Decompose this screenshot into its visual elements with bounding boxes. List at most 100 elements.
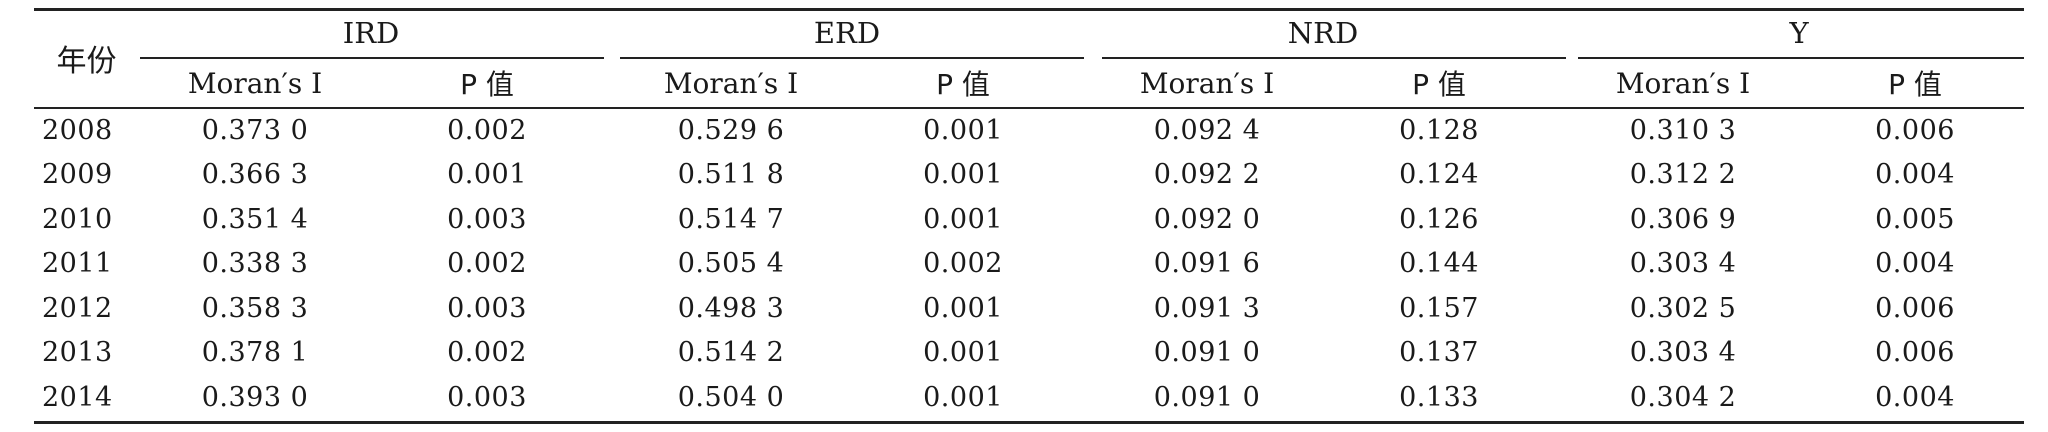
column-gap: [603, 375, 615, 420]
nrd-p-cell: 0.157: [1399, 292, 1479, 324]
table-bottom-rule: [34, 421, 2024, 424]
erd-moran-cell: 0.514 7: [677, 203, 785, 235]
y-moran-cell: 0.310 3: [1629, 114, 1737, 146]
column-gap: [603, 242, 615, 287]
y-moran-cell: 0.304 2: [1629, 381, 1737, 413]
erd-p-cell: 0.001: [923, 381, 1003, 413]
ird-p-cell: 0.002: [447, 248, 527, 280]
erd-p-cell: 0.001: [923, 337, 1003, 369]
moran-table: 年份 IRD ERD NRD Y Moran′s I P 值 Moran′s I…: [34, 8, 2031, 420]
erd-p-cell: 0.001: [923, 292, 1003, 324]
year-cell: 2010: [42, 203, 113, 235]
group-header-ird: IRD: [342, 16, 400, 50]
subheader-moran: Moran′s I: [1139, 66, 1275, 100]
ird-p-cell: 0.002: [447, 114, 527, 146]
y-moran-cell: 0.312 2: [1629, 159, 1737, 191]
column-gap: [1555, 153, 1567, 198]
column-gap: [1555, 375, 1567, 420]
ird-moran-cell: 0.358 3: [201, 292, 309, 324]
year-cell: 2009: [42, 159, 113, 191]
column-gap: [1079, 331, 1091, 376]
column-gap: [1555, 331, 1567, 376]
ird-p-cell: 0.003: [447, 292, 527, 324]
ird-moran-cell: 0.378 1: [201, 337, 309, 369]
erd-moran-cell: 0.504 0: [677, 381, 785, 413]
erd-moran-cell: 0.505 4: [677, 248, 785, 280]
group-rule-nrd: [1102, 57, 1566, 59]
table-row: 2009 0.366 3 0.001 0.511 8 0.001 0.092 2 0.124…: [34, 153, 2031, 198]
column-gap: [1555, 242, 1567, 287]
y-moran-cell: 0.303 4: [1629, 248, 1737, 280]
subheader-p-value: P 值: [936, 68, 990, 101]
subheader-moran: Moran′s I: [1615, 66, 1751, 100]
column-gap: [603, 108, 615, 153]
table-row: 2014 0.393 0 0.003 0.504 0 0.001 0.091 0 0.133…: [34, 375, 2031, 420]
column-gap: [1555, 197, 1567, 242]
nrd-moran-cell: 0.091 3: [1153, 292, 1261, 324]
nrd-p-cell: 0.133: [1399, 381, 1479, 413]
column-gap: [1079, 286, 1091, 331]
year-cell: 2012: [42, 292, 113, 324]
ird-moran-cell: 0.338 3: [201, 248, 309, 280]
year-column-header: 年份: [56, 44, 117, 79]
ird-p-cell: 0.003: [447, 203, 527, 235]
erd-moran-cell: 0.514 2: [677, 337, 785, 369]
table-row: 2011 0.338 3 0.002 0.505 4 0.002 0.091 6 0.144…: [34, 242, 2031, 287]
y-p-cell: 0.004: [1875, 248, 1955, 280]
nrd-moran-cell: 0.091 0: [1153, 337, 1261, 369]
table-row: 2010 0.351 4 0.003 0.514 7 0.001 0.092 0 0.126…: [34, 197, 2031, 242]
nrd-moran-cell: 0.091 6: [1153, 248, 1261, 280]
year-cell: 2008: [42, 114, 113, 146]
erd-p-cell: 0.002: [923, 248, 1003, 280]
y-moran-cell: 0.303 4: [1629, 337, 1737, 369]
column-gap: [1555, 108, 1567, 153]
subheader-moran: Moran′s I: [187, 66, 323, 100]
y-moran-cell: 0.306 9: [1629, 203, 1737, 235]
sub-header-row: Moran′s I P 值 Moran′s I P 值 Moran′s I P …: [34, 58, 2031, 108]
column-gap: [1079, 197, 1091, 242]
ird-moran-cell: 0.366 3: [201, 159, 309, 191]
column-gap: [603, 153, 615, 198]
y-p-cell: 0.006: [1875, 337, 1955, 369]
group-rule-ird: [140, 57, 604, 59]
nrd-p-cell: 0.124: [1399, 159, 1479, 191]
subheader-p-value: P 值: [1412, 68, 1466, 101]
nrd-p-cell: 0.128: [1399, 114, 1479, 146]
nrd-moran-cell: 0.091 0: [1153, 381, 1261, 413]
table-body: 2008 0.373 0 0.002 0.529 6 0.001 0.092 4 0.128…: [34, 108, 2031, 420]
erd-moran-cell: 0.529 6: [677, 114, 785, 146]
y-p-cell: 0.004: [1875, 381, 1955, 413]
nrd-moran-cell: 0.092 4: [1153, 114, 1261, 146]
column-gap: [1555, 286, 1567, 331]
subheader-p-value: P 值: [1888, 68, 1942, 101]
ird-moran-cell: 0.373 0: [201, 114, 309, 146]
year-cell: 2013: [42, 337, 113, 369]
erd-p-cell: 0.001: [923, 159, 1003, 191]
column-gap: [1079, 242, 1091, 287]
column-gap: [1079, 375, 1091, 420]
group-rule-y: [1578, 57, 2024, 59]
nrd-moran-cell: 0.092 0: [1153, 203, 1261, 235]
table-row: 2008 0.373 0 0.002 0.529 6 0.001 0.092 4 0.128…: [34, 108, 2031, 153]
group-header-erd: ERD: [813, 16, 881, 50]
column-gap: [603, 286, 615, 331]
column-gap: [1079, 108, 1091, 153]
group-header-nrd: NRD: [1287, 16, 1359, 50]
table-top-rule: [34, 8, 2024, 11]
year-cell: 2011: [42, 248, 113, 280]
ird-p-cell: 0.002: [447, 337, 527, 369]
nrd-moran-cell: 0.092 2: [1153, 159, 1261, 191]
erd-moran-cell: 0.498 3: [677, 292, 785, 324]
group-rule-erd: [620, 57, 1084, 59]
erd-moran-cell: 0.511 8: [677, 159, 785, 191]
column-gap: [603, 197, 615, 242]
column-gap: [1079, 153, 1091, 198]
subheader-moran: Moran′s I: [663, 66, 799, 100]
nrd-p-cell: 0.126: [1399, 203, 1479, 235]
group-header-row: 年份 IRD ERD NRD Y: [34, 8, 2031, 79]
table-row: 2012 0.358 3 0.003 0.498 3 0.001 0.091 3 0.157…: [34, 286, 2031, 331]
y-p-cell: 0.005: [1875, 203, 1955, 235]
y-p-cell: 0.006: [1875, 292, 1955, 324]
y-p-cell: 0.006: [1875, 114, 1955, 146]
